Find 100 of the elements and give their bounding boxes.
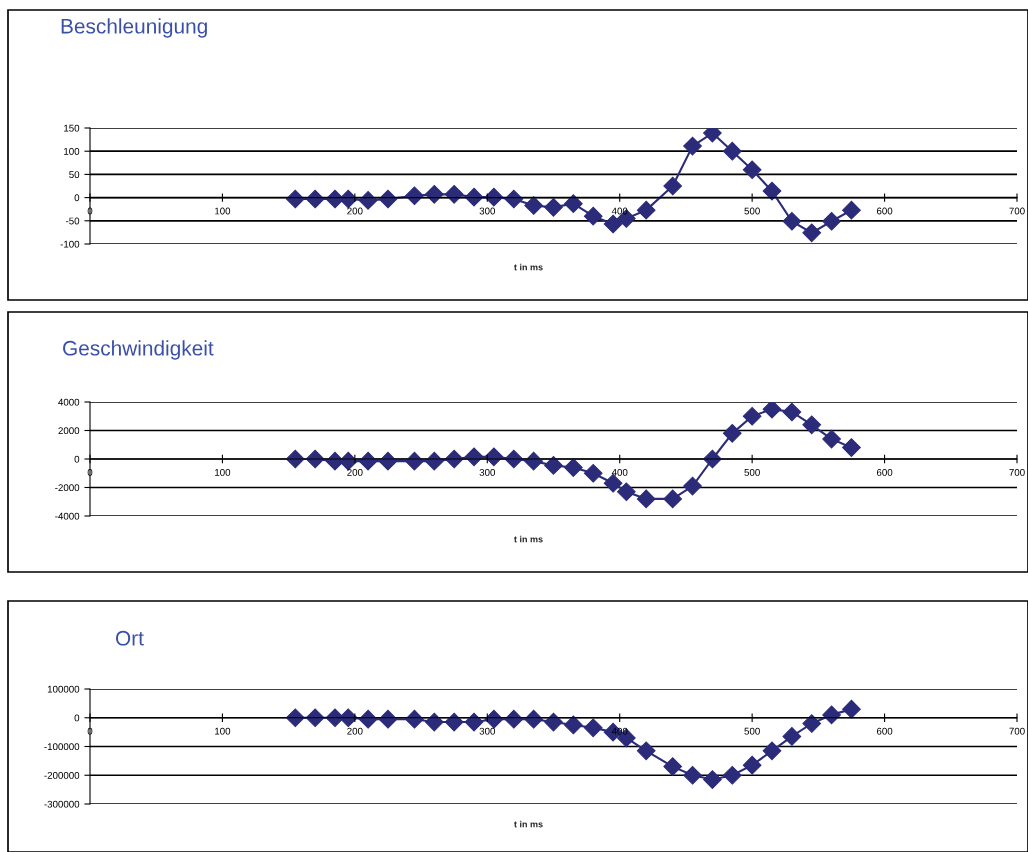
point	[583, 206, 603, 226]
point	[762, 181, 782, 201]
y-tick-label: -50	[65, 217, 80, 225]
point	[484, 709, 504, 729]
point	[544, 197, 563, 217]
y-tick-label: -100000	[44, 743, 80, 751]
point	[822, 429, 841, 449]
point	[683, 476, 702, 496]
point	[405, 709, 424, 729]
point	[504, 189, 524, 209]
point	[802, 223, 822, 243]
chart-title: Ort	[115, 630, 144, 646]
x-tick-label: 400	[611, 727, 628, 735]
y-tick-label: 100000	[47, 685, 80, 693]
y-tick-label: 0	[74, 455, 80, 463]
point	[822, 211, 841, 231]
y-tick-label: 0	[74, 194, 80, 202]
y-tick-label: -2000	[55, 484, 80, 492]
point	[636, 489, 656, 509]
x-tick-label: 200	[347, 468, 363, 476]
x-tick-label: 500	[744, 468, 760, 476]
x-axis-title: t in ms	[514, 820, 543, 828]
point	[338, 189, 358, 209]
point	[802, 415, 822, 435]
x-tick-label: 300	[479, 727, 496, 735]
x-tick-label: 600	[876, 727, 893, 735]
point	[722, 423, 742, 443]
point	[564, 458, 583, 477]
x-tick-label: 300	[479, 468, 496, 476]
point	[842, 699, 861, 719]
point	[524, 709, 543, 729]
y-tick-label: 50	[69, 171, 80, 179]
y-tick-label: 0	[74, 714, 80, 722]
point	[378, 189, 398, 209]
point	[742, 406, 762, 426]
point	[424, 712, 444, 732]
point	[636, 741, 656, 761]
x-axis-title: t in ms	[514, 535, 543, 543]
point	[762, 402, 782, 419]
point	[603, 214, 623, 234]
x-tick-label: 700	[1009, 207, 1025, 215]
point	[544, 712, 563, 732]
point	[424, 184, 444, 204]
chart-title: Geschwindigkeit	[63, 340, 214, 360]
x-tick-label: 400	[611, 468, 628, 476]
x-tick-label: 700	[1009, 727, 1025, 735]
point	[378, 709, 398, 729]
x-tick-label: 600	[876, 207, 893, 215]
point	[583, 718, 603, 738]
chart-title: Beschleunigung	[61, 18, 207, 38]
point	[616, 482, 636, 502]
point	[285, 708, 305, 728]
point	[583, 463, 603, 483]
point	[722, 765, 742, 785]
x-tick-label: 100	[215, 727, 231, 735]
point	[782, 402, 802, 422]
point	[663, 757, 683, 776]
point	[742, 755, 762, 775]
point	[544, 456, 563, 475]
point	[636, 200, 656, 220]
x-tick-label: 500	[744, 727, 760, 735]
y-tick-label: -200000	[44, 771, 80, 779]
point	[338, 708, 358, 728]
point	[663, 176, 683, 196]
point	[564, 194, 583, 213]
point	[782, 727, 802, 746]
point	[683, 136, 702, 156]
y-tick-label: -4000	[55, 512, 80, 520]
point	[444, 184, 464, 204]
y-tick-label: -300000	[44, 800, 80, 808]
point	[722, 141, 742, 161]
point	[358, 709, 378, 729]
y-tick-label: 100	[64, 147, 80, 155]
point	[405, 186, 424, 206]
point	[762, 741, 782, 761]
x-tick-label: 200	[347, 207, 363, 215]
point	[663, 489, 683, 509]
x-axis-title: t in ms	[514, 263, 543, 271]
point	[504, 709, 524, 729]
x-tick-label: 600	[876, 468, 893, 476]
point	[802, 714, 822, 733]
x-tick-label: 700	[1009, 468, 1025, 476]
point	[564, 715, 583, 735]
point	[782, 211, 802, 231]
x-tick-label: 300	[479, 207, 496, 215]
point	[444, 712, 464, 732]
point	[285, 189, 305, 209]
y-tick-label: 4000	[58, 398, 80, 406]
y-tick-label: -100	[60, 240, 80, 248]
x-tick-label: 100	[215, 207, 231, 215]
point	[842, 200, 861, 220]
point	[703, 770, 722, 789]
point	[822, 705, 841, 725]
point	[742, 160, 762, 180]
x-tick-label: 200	[347, 727, 363, 735]
y-tick-label: 150	[64, 124, 80, 132]
point	[683, 765, 702, 785]
point	[484, 187, 504, 207]
point	[524, 196, 543, 215]
point	[842, 438, 861, 457]
